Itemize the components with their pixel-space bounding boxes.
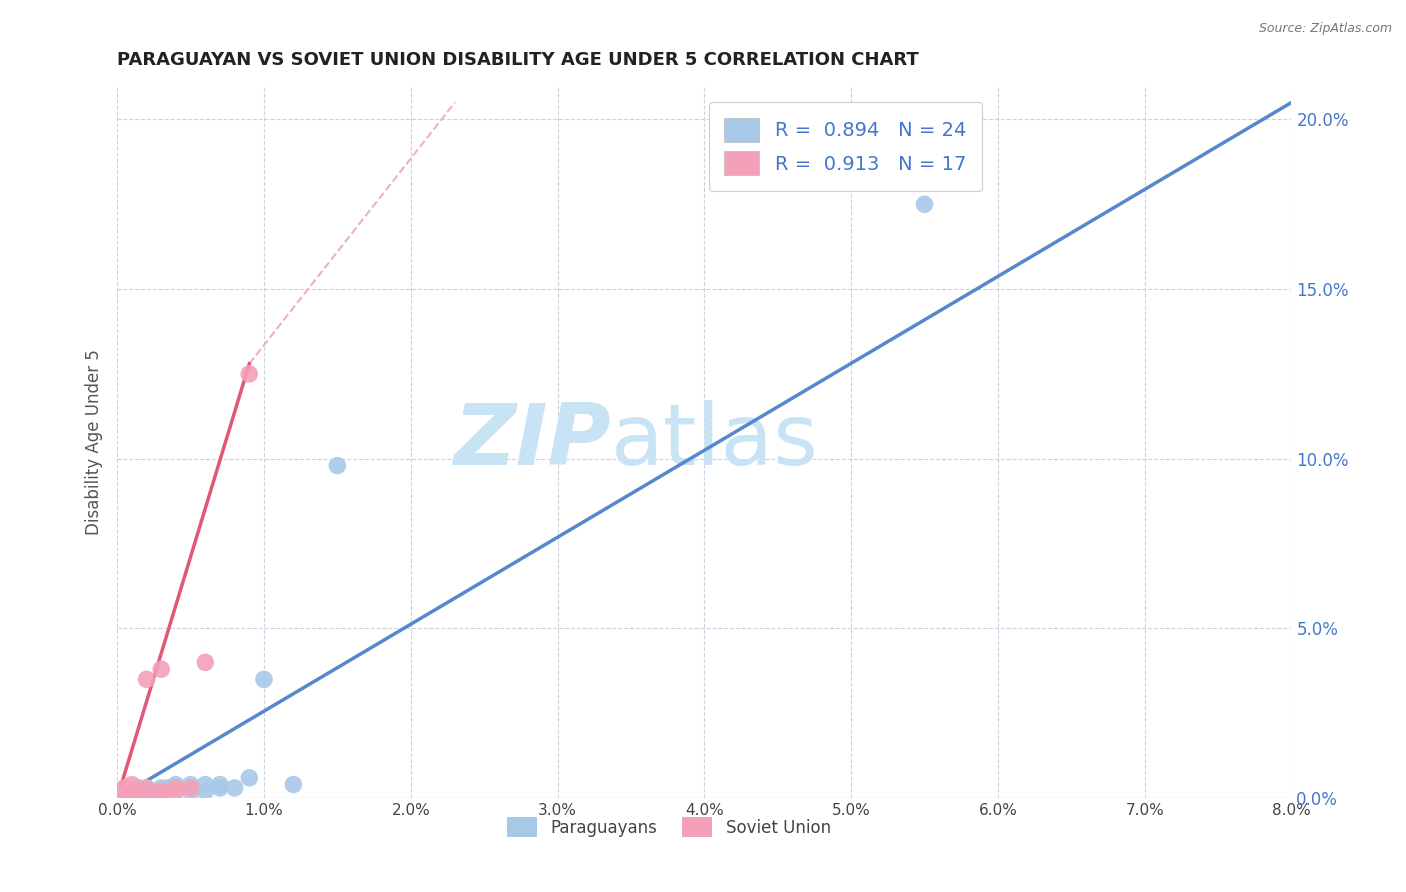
- Y-axis label: Disability Age Under 5: Disability Age Under 5: [86, 349, 103, 535]
- Point: [914, 197, 936, 211]
- Point: [150, 788, 173, 802]
- Point: [208, 778, 231, 792]
- Point: [238, 771, 260, 785]
- Point: [128, 784, 150, 798]
- Point: [150, 788, 173, 802]
- Text: Source: ZipAtlas.com: Source: ZipAtlas.com: [1258, 22, 1392, 36]
- Point: [326, 458, 349, 473]
- Point: [194, 656, 217, 670]
- Point: [180, 784, 202, 798]
- Point: [121, 778, 143, 792]
- Point: [224, 780, 246, 795]
- Text: atlas: atlas: [610, 401, 818, 483]
- Point: [165, 780, 187, 795]
- Point: [150, 780, 173, 795]
- Text: ZIP: ZIP: [453, 401, 610, 483]
- Point: [253, 673, 276, 687]
- Point: [135, 788, 157, 802]
- Point: [128, 780, 150, 795]
- Point: [180, 780, 202, 795]
- Legend: Paraguayans, Soviet Union: Paraguayans, Soviet Union: [501, 811, 838, 843]
- Point: [135, 780, 157, 795]
- Point: [135, 673, 157, 687]
- Point: [121, 788, 143, 802]
- Point: [150, 662, 173, 676]
- Point: [135, 788, 157, 802]
- Point: [194, 784, 217, 798]
- Point: [121, 784, 143, 798]
- Point: [180, 778, 202, 792]
- Point: [121, 784, 143, 798]
- Point: [114, 780, 136, 795]
- Point: [165, 780, 187, 795]
- Point: [238, 367, 260, 381]
- Point: [150, 784, 173, 798]
- Point: [135, 780, 157, 795]
- Point: [165, 778, 187, 792]
- Point: [165, 784, 187, 798]
- Point: [208, 780, 231, 795]
- Point: [283, 778, 305, 792]
- Point: [114, 788, 136, 802]
- Point: [121, 788, 143, 802]
- Point: [110, 788, 132, 802]
- Point: [142, 784, 165, 798]
- Text: PARAGUAYAN VS SOVIET UNION DISABILITY AGE UNDER 5 CORRELATION CHART: PARAGUAYAN VS SOVIET UNION DISABILITY AG…: [117, 51, 920, 69]
- Point: [194, 778, 217, 792]
- Point: [157, 780, 180, 795]
